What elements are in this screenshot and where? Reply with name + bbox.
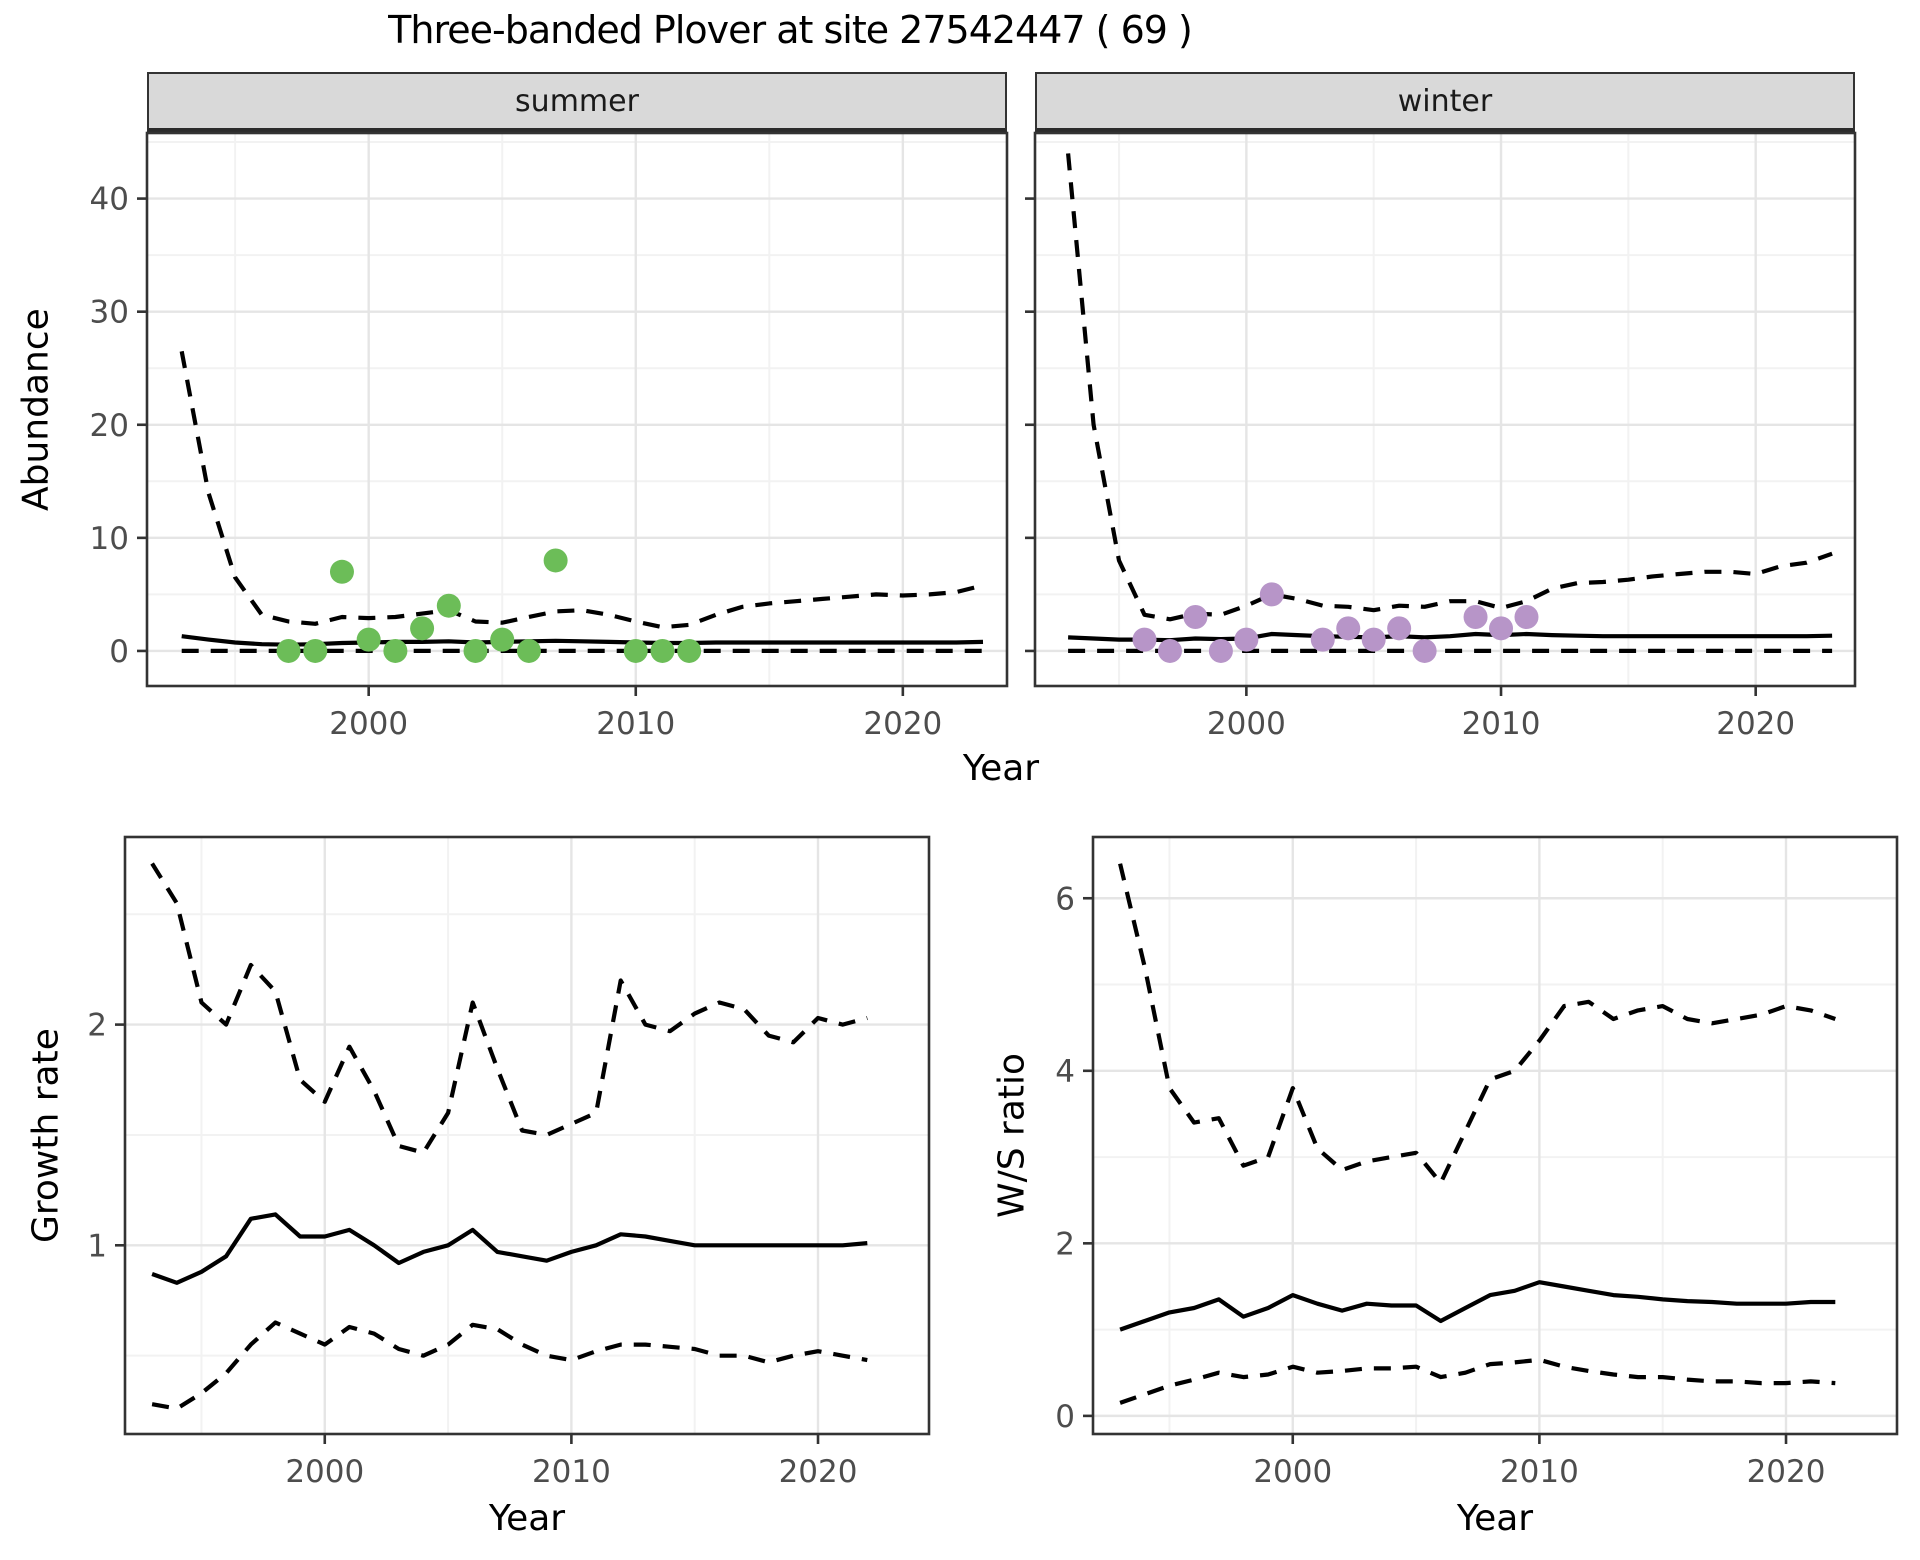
y-tick-label: 0 xyxy=(109,634,129,670)
y-tick-label: 2 xyxy=(1055,1226,1075,1262)
observed-counts-summer-point xyxy=(623,638,648,663)
observed-counts-winter-point xyxy=(1489,616,1514,641)
observed-counts-summer-point xyxy=(276,638,301,663)
y-tick-label: 2 xyxy=(87,1008,107,1044)
observed-counts-summer-point xyxy=(543,548,568,573)
observed-counts-winter-point xyxy=(1132,627,1157,652)
series-median xyxy=(1068,631,1833,643)
series-upper-95ci xyxy=(1118,863,1836,1185)
observed-counts-winter-point xyxy=(1361,627,1386,652)
x-tick-label: 2010 xyxy=(532,1454,611,1490)
series-upper-95ci xyxy=(150,862,868,1155)
observed-counts-summer-point xyxy=(650,638,675,663)
y-tick-label: 30 xyxy=(90,295,129,331)
observed-counts-winter-point xyxy=(1463,605,1488,630)
observed-counts-summer-point xyxy=(383,638,408,663)
series-median xyxy=(151,1212,868,1285)
summer-abundance-panel: 2000 2010 2020 0 10 20 30 40 xyxy=(90,131,1009,742)
abundance-axis-title: Abundance xyxy=(15,308,57,511)
observed-counts-winter-point xyxy=(1387,616,1412,641)
series-median xyxy=(1119,1280,1836,1332)
facet-strip-summer-label: summer xyxy=(515,83,639,119)
winter-abundance-panel: 2000 2010 2020 xyxy=(1025,131,1857,742)
series-lower-95ci xyxy=(1119,1357,1836,1405)
facet-strip-winter: winter xyxy=(1035,72,1855,133)
observed-counts-winter-point xyxy=(1183,605,1208,630)
observed-counts-winter-point xyxy=(1259,582,1284,607)
observed-counts-summer-point xyxy=(436,593,461,618)
panel-border xyxy=(123,835,931,1436)
observed-counts-winter-point xyxy=(1310,627,1335,652)
y-tick-label: 1 xyxy=(87,1228,107,1264)
year-axis-title-ws: Year xyxy=(1456,1498,1534,1539)
x-tick-label: 2020 xyxy=(863,706,942,742)
x-tick-label: 2000 xyxy=(329,706,408,742)
facet-strip-summer: summer xyxy=(147,72,1007,133)
observed-counts-summer-point xyxy=(463,638,488,663)
x-tick-label: 2000 xyxy=(1207,706,1286,742)
x-tick-label: 2020 xyxy=(1716,706,1795,742)
observed-counts-winter-point xyxy=(1412,638,1437,663)
observed-counts-summer-point xyxy=(677,638,702,663)
y-tick-label: 20 xyxy=(90,408,129,444)
x-tick-label: 2010 xyxy=(596,706,675,742)
panel-border xyxy=(145,131,1009,688)
growth-rate-panel: 2000 2010 2020 1 2 xyxy=(87,835,931,1490)
observed-counts-summer-point xyxy=(490,627,515,652)
observed-counts-winter-point xyxy=(1514,605,1539,630)
observed-counts-winter-point xyxy=(1234,627,1259,652)
observed-counts-summer-point xyxy=(329,559,354,584)
observed-counts-summer-point xyxy=(303,638,328,663)
panel-border xyxy=(1033,131,1857,688)
year-axis-title-growth: Year xyxy=(488,1498,566,1539)
observed-counts-summer-point xyxy=(410,616,435,641)
growth-rate-axis-title: Growth rate xyxy=(25,1028,67,1243)
x-tick-label: 2020 xyxy=(1747,1454,1826,1490)
facet-strip-winter-label: winter xyxy=(1397,83,1493,119)
ws-ratio-panel: 2000 2010 2020 0 2 4 6 xyxy=(1055,835,1899,1490)
x-tick-label: 2010 xyxy=(1500,1454,1579,1490)
ws-ratio-axis-title: W/S ratio xyxy=(991,1052,1033,1219)
y-tick-label: 40 xyxy=(90,182,129,218)
page-title: Three-banded Plover at site 27542447 ( 6… xyxy=(388,8,1193,52)
series-lower-95ci xyxy=(151,1320,868,1411)
x-tick-label: 2010 xyxy=(1462,706,1541,742)
y-tick-label: 4 xyxy=(1055,1054,1075,1090)
y-tick-label: 6 xyxy=(1055,881,1075,917)
observed-counts-summer-point xyxy=(356,627,381,652)
x-tick-label: 2000 xyxy=(1253,1454,1332,1490)
x-tick-label: 2000 xyxy=(285,1454,364,1490)
x-tick-label: 2020 xyxy=(779,1454,858,1490)
observed-counts-summer-point xyxy=(516,638,541,663)
y-tick-label: 10 xyxy=(90,521,129,557)
panel-border xyxy=(1091,835,1899,1436)
series-upper-95ci xyxy=(179,350,984,630)
observed-counts-winter-point xyxy=(1157,638,1182,663)
year-axis-title-top: Year xyxy=(962,748,1040,789)
y-tick-label: 0 xyxy=(1055,1399,1075,1435)
observed-counts-winter-point xyxy=(1208,638,1233,663)
observed-counts-winter-point xyxy=(1336,616,1361,641)
